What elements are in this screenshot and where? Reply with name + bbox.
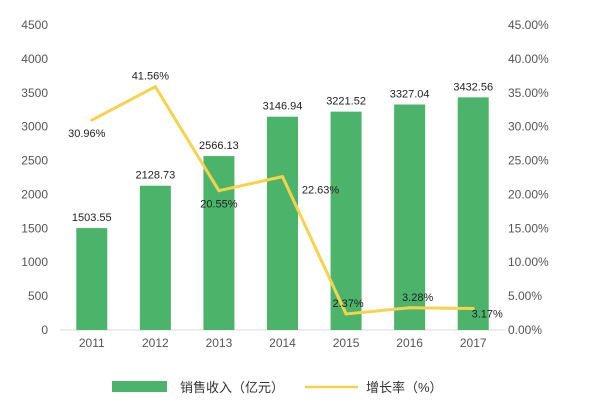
right-y-tick-label: 25.00% — [508, 154, 549, 168]
line-point — [408, 306, 412, 310]
line-value-label: 3.17% — [472, 309, 503, 321]
right-y-tick-label: 40.00% — [508, 52, 549, 66]
left-y-tick-label: 4500 — [21, 18, 48, 32]
bar-value-label: 2128.73 — [135, 170, 175, 182]
x-tick-label: 2015 — [333, 336, 360, 350]
line-point — [90, 118, 94, 122]
x-axis: 2011 2012 2013 2014 2015 2016 2017 — [79, 336, 487, 350]
line-value-label: 30.96% — [68, 128, 106, 140]
bar-value-label: 3327.04 — [390, 89, 430, 101]
line-value-label: 41.56% — [132, 71, 170, 83]
right-y-tick-label: 0.00% — [508, 323, 542, 337]
right-y-tick-label: 35.00% — [508, 86, 549, 100]
bar-value-label: 3432.56 — [453, 81, 493, 93]
x-tick-label: 2011 — [79, 336, 105, 350]
right-y-tick-label: 5.00% — [508, 289, 542, 303]
right-y-tick-label: 15.00% — [508, 221, 549, 235]
bar-value-label: 2566.13 — [199, 140, 239, 152]
line-value-label: 2.37% — [332, 298, 363, 310]
x-tick-label: 2016 — [396, 336, 423, 350]
x-tick-label: 2014 — [269, 336, 296, 350]
left-y-tick-label: 3000 — [21, 120, 48, 134]
bar-value-label: 3221.52 — [326, 96, 366, 108]
bar — [267, 116, 298, 330]
right-y-tick-label: 10.00% — [508, 255, 549, 269]
x-tick-label: 2013 — [206, 336, 233, 350]
right-y-axis: 0.00% 5.00% 10.00% 15.00% 20.00% 25.00% 30.00%… — [508, 18, 549, 337]
x-tick-label: 2017 — [460, 336, 487, 350]
bar — [394, 104, 426, 330]
left-y-tick-label: 4000 — [21, 52, 48, 66]
left-y-tick-label: 2000 — [21, 187, 48, 201]
left-y-axis: 0 500 1000 1500 2000 2500 3000 3500 4000 4500 — [21, 18, 48, 337]
legend: 销售收入（亿元） 增长率（%） — [112, 380, 443, 395]
right-y-tick-label: 30.00% — [508, 120, 549, 134]
line-point — [344, 312, 348, 316]
bar — [76, 228, 108, 330]
line-value-label: 3.28% — [402, 292, 433, 304]
line-series — [90, 85, 475, 316]
line-point — [281, 175, 284, 179]
x-tick-label: 2012 — [142, 336, 169, 350]
bar — [457, 97, 489, 330]
legend-bar-swatch — [112, 381, 167, 392]
right-y-tick-label: 20.00% — [508, 187, 549, 201]
left-y-tick-label: 500 — [28, 289, 48, 303]
left-y-tick-label: 0 — [41, 323, 48, 337]
legend-line-label: 增长率（%） — [366, 380, 443, 395]
line-data-labels: 30.96% 41.56% 20.55% 22.63% 2.37% 3.28% 3.17% — [68, 71, 503, 321]
line-point — [471, 307, 475, 311]
line-point — [153, 85, 157, 89]
bar — [139, 185, 171, 330]
bar-value-label: 3146.94 — [263, 101, 303, 113]
right-y-tick-label: 45.00% — [508, 18, 549, 32]
line-point — [217, 189, 221, 193]
bar-data-labels: 1503.55 2128.73 2566.13 3146.94 3221.52 3327.… — [72, 81, 493, 224]
line-value-label: 20.55% — [200, 199, 238, 211]
bar-value-label: 1503.55 — [72, 212, 112, 224]
bar — [203, 156, 235, 330]
legend-bar-label: 销售收入（亿元） — [180, 380, 284, 395]
left-y-tick-label: 2500 — [21, 154, 48, 168]
left-y-tick-label: 1500 — [21, 221, 48, 235]
left-y-tick-label: 3500 — [21, 86, 48, 100]
left-y-tick-label: 1000 — [21, 255, 48, 269]
line-value-label: 22.63% — [302, 185, 340, 197]
